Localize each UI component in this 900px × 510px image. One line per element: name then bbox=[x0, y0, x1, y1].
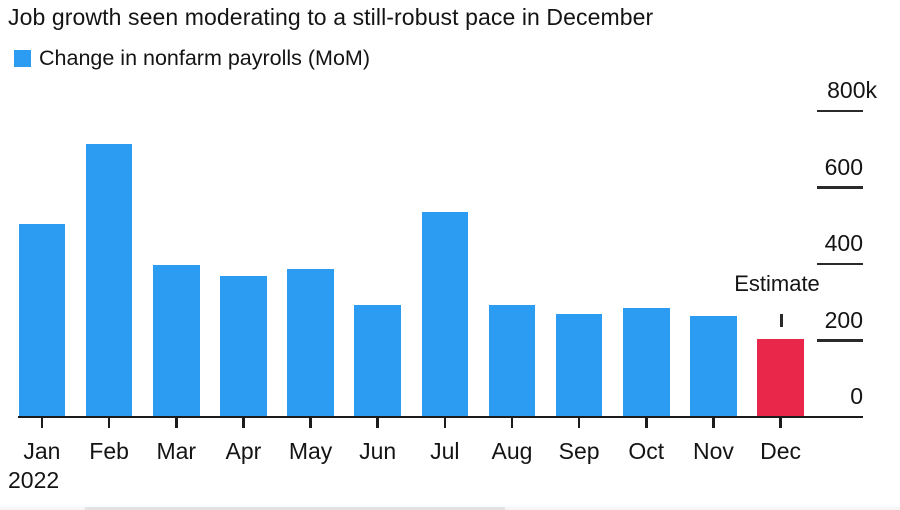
x-label-jun: Jun bbox=[359, 438, 397, 464]
bottom-progress-strip bbox=[0, 507, 900, 510]
y-tick-200 bbox=[817, 339, 863, 342]
x-axis-year-label: 2022 bbox=[8, 467, 60, 493]
x-label-nov: Nov bbox=[692, 438, 734, 464]
x-label-jan: Jan bbox=[23, 438, 61, 464]
bar-oct bbox=[623, 308, 670, 417]
bar-jul bbox=[421, 211, 469, 417]
x-label-feb: Feb bbox=[89, 438, 129, 464]
x-label-aug: Aug bbox=[491, 438, 533, 464]
x-tick-oct bbox=[645, 418, 648, 428]
y-label-800k: 800k bbox=[827, 77, 877, 103]
bar-jun bbox=[354, 304, 401, 417]
y-tick-600 bbox=[817, 186, 863, 189]
y-label-600: 600 bbox=[824, 153, 863, 180]
y-label-400: 400 bbox=[824, 230, 863, 256]
x-tick-sep bbox=[577, 418, 581, 428]
x-label-dec: Dec bbox=[760, 438, 802, 464]
legend-swatch-icon bbox=[14, 50, 31, 67]
x-tick-mar bbox=[175, 418, 178, 428]
x-tick-aug bbox=[510, 418, 514, 428]
bar-sep bbox=[555, 314, 603, 417]
x-label-apr: Apr bbox=[225, 438, 262, 464]
y-label-0: 0 bbox=[850, 383, 863, 409]
x-tick-jun bbox=[376, 418, 379, 428]
bar-apr bbox=[220, 276, 267, 417]
x-tick-feb bbox=[107, 418, 111, 428]
x-tick-dec bbox=[779, 418, 782, 428]
bar-dec bbox=[757, 339, 804, 417]
x-tick-jan bbox=[40, 418, 44, 428]
x-label-may: May bbox=[288, 438, 333, 464]
x-label-mar: Mar bbox=[156, 438, 197, 464]
estimate-pointer-tick bbox=[779, 314, 783, 327]
x-label-jul: Jul bbox=[430, 438, 460, 464]
y-tick-400 bbox=[817, 262, 863, 266]
bar-mar bbox=[153, 264, 200, 417]
x-tick-nov bbox=[712, 418, 715, 428]
bar-feb bbox=[85, 143, 133, 417]
y-label-200: 200 bbox=[824, 306, 863, 333]
chart-title: Job growth seen moderating to a still-ro… bbox=[8, 4, 654, 30]
bottom-progress-strip-segment bbox=[85, 507, 505, 510]
bar-may bbox=[287, 269, 334, 417]
bar-nov bbox=[690, 316, 737, 417]
x-tick-apr bbox=[242, 418, 245, 428]
x-axis-line bbox=[18, 415, 863, 418]
legend-label: Change in nonfarm payrolls (MoM) bbox=[39, 46, 370, 70]
x-tick-jul bbox=[443, 418, 447, 428]
y-tick-800 bbox=[817, 109, 863, 113]
bar-jan bbox=[18, 224, 66, 417]
estimate-annotation-label: Estimate bbox=[734, 271, 820, 296]
bar-aug bbox=[488, 305, 536, 417]
x-label-oct: Oct bbox=[628, 438, 665, 464]
x-label-sep: Sep bbox=[558, 438, 600, 464]
legend: Change in nonfarm payrolls (MoM) bbox=[14, 46, 370, 71]
x-tick-may bbox=[309, 418, 312, 428]
